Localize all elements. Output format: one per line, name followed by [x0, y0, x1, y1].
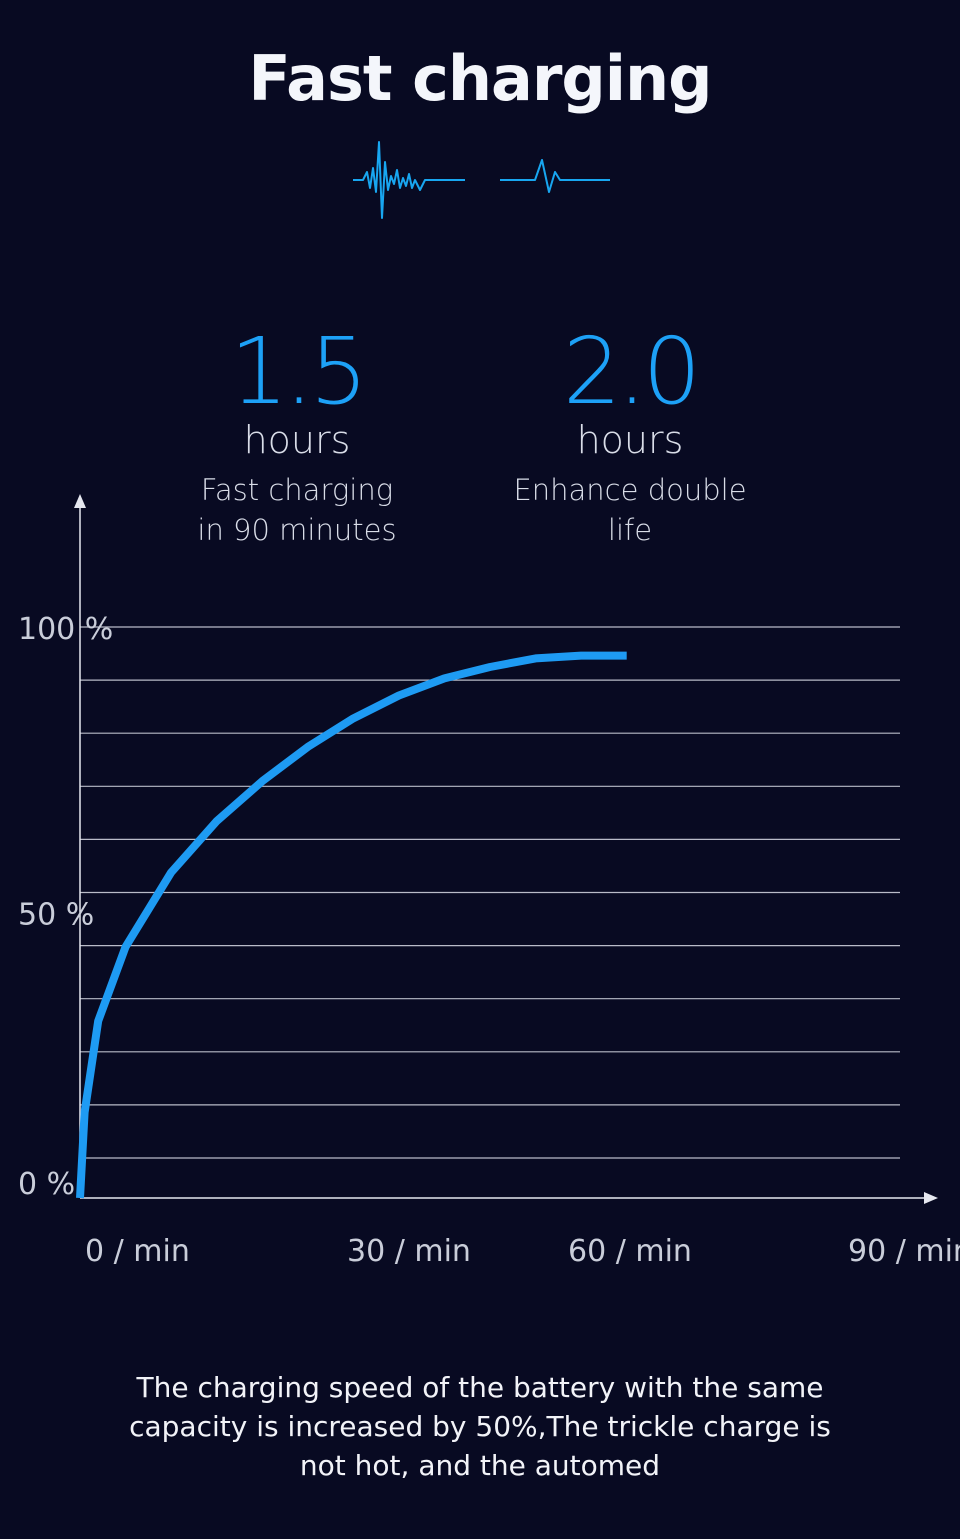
stat-fast-charging: 1.5 hours Fast charging in 90 minutes	[137, 322, 457, 550]
x-axis-arrow-icon	[924, 1192, 938, 1204]
footer-line: capacity is increased by 50%,The trickle…	[129, 1410, 831, 1443]
footer-description: The charging speed of the battery with t…	[120, 1368, 840, 1485]
charging-curve	[76, 651, 627, 1199]
stat-double-life: 2.0 hours Enhance double life	[470, 322, 790, 550]
stat-desc-line: Fast charging	[200, 473, 394, 507]
stat-desc-line: life	[607, 513, 653, 547]
charging-chart: 0 % 50 % 100 % 0 / min 30 / min 60 / min 90 / …	[18, 494, 960, 1269]
x-tick-label: 0 / min	[85, 1234, 190, 1269]
x-tick-label: 60 / min	[568, 1234, 692, 1269]
y-axis-arrow-icon	[74, 494, 86, 508]
stat-desc-line: in 90 minutes	[197, 513, 397, 547]
footer-line: not hot, and the automed	[299, 1449, 661, 1482]
stat-unit: hours	[576, 418, 684, 462]
x-tick-label: 30 / min	[347, 1234, 471, 1269]
footer-line: The charging speed of the battery with t…	[136, 1371, 824, 1404]
y-tick-label: 50 %	[18, 898, 94, 933]
stat-description: Enhance double life	[470, 470, 790, 550]
stat-desc-line: Enhance double	[513, 473, 747, 507]
stat-description: Fast charging in 90 minutes	[137, 470, 457, 550]
stat-unit: hours	[243, 418, 351, 462]
y-tick-label: 100 %	[18, 612, 113, 647]
y-tick-label: 0 %	[18, 1167, 75, 1202]
heartbeat-wave-icon	[353, 141, 610, 219]
x-tick-label: 90 / min	[848, 1234, 960, 1269]
stat-value: 1.5	[229, 318, 368, 425]
stat-value: 2.0	[562, 318, 701, 425]
page-title: Fast charging	[248, 42, 712, 115]
